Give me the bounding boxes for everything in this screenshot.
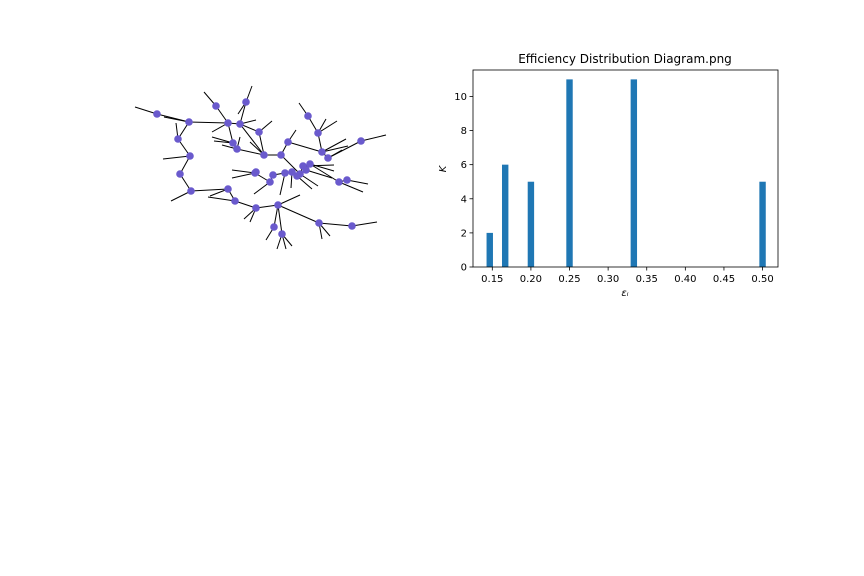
bar (566, 79, 573, 267)
network-node (335, 178, 343, 186)
network-graph (134, 85, 387, 250)
network-edge (277, 204, 283, 235)
network-node (252, 168, 260, 176)
network-edge (207, 196, 236, 202)
network-node (277, 151, 285, 159)
network-edge (280, 154, 301, 175)
network-edge (190, 188, 229, 192)
network-edge (321, 138, 347, 153)
y-tick-label: 0 (461, 263, 467, 274)
x-axis-ticks: 0.15 0.20 0.25 0.30 0.35 0.40 0.45 0.50 (481, 267, 774, 285)
network-node (185, 118, 193, 126)
network-edge (236, 148, 265, 156)
y-tick-label: 6 (461, 160, 467, 171)
y-tick-label: 2 (461, 228, 467, 239)
network-node (314, 129, 322, 137)
y-axis-label: K (438, 164, 449, 172)
y-axis-ticks: 0 2 4 6 8 10 (454, 92, 473, 274)
network-node (231, 197, 239, 205)
x-tick-label: 0.15 (481, 274, 503, 285)
network-node (278, 230, 286, 238)
bar (527, 181, 535, 267)
network-edge (338, 181, 364, 193)
network-edge (305, 169, 333, 179)
network-edge (162, 155, 191, 160)
network-node (224, 185, 232, 193)
network-node (186, 152, 194, 160)
network-edge (258, 131, 265, 156)
network-edge (188, 121, 229, 124)
network-node (343, 176, 351, 184)
bar-chart: Efficiency Distribution Diagram.png 0.15… (438, 52, 779, 299)
network-node (357, 137, 365, 145)
plot-frame (472, 69, 779, 268)
x-tick-label: 0.35 (636, 274, 658, 285)
bar (486, 232, 493, 267)
network-edge (231, 169, 256, 174)
x-tick-label: 0.25 (558, 274, 580, 285)
y-tick-label: 4 (461, 194, 467, 205)
network-edge (277, 194, 301, 206)
x-tick-label: 0.40 (674, 274, 696, 285)
network-node (176, 170, 184, 178)
network-node (255, 128, 263, 136)
network-edge (309, 163, 335, 172)
network-edge (309, 163, 340, 183)
network-node (252, 204, 260, 212)
x-axis-label: εᵢ (621, 288, 628, 299)
network-node (153, 110, 161, 118)
network-node (348, 222, 356, 230)
y-tick-label: 8 (461, 126, 467, 137)
network-edge (318, 222, 353, 227)
network-node (304, 112, 312, 120)
x-tick-label: 0.45 (713, 274, 735, 285)
network-node (284, 138, 292, 146)
network-node (281, 169, 289, 177)
network-node (270, 223, 278, 231)
bars (486, 79, 766, 267)
network-node (306, 160, 314, 168)
network-node (274, 201, 282, 209)
network-node (318, 148, 326, 156)
bar (501, 164, 509, 267)
network-node (269, 171, 277, 179)
network-node (324, 154, 332, 162)
bar (630, 79, 638, 267)
network-node (229, 139, 237, 147)
network-node (233, 145, 241, 153)
network-node (315, 219, 323, 227)
network-edge (360, 134, 387, 142)
y-tick-label: 10 (454, 92, 467, 103)
network-edge (277, 204, 320, 224)
x-tick-label: 0.30 (597, 274, 619, 285)
network-node (187, 187, 195, 195)
network-node (174, 135, 182, 143)
network-edge (134, 106, 158, 115)
network-node (302, 166, 310, 174)
network-edge (321, 145, 349, 153)
network-node (296, 170, 304, 178)
network-node (242, 98, 250, 106)
x-tick-label: 0.50 (751, 274, 773, 285)
network-node (236, 120, 244, 128)
chart-title: Efficiency Distribution Diagram.png (518, 52, 732, 66)
network-node (212, 102, 220, 110)
network-node (266, 178, 274, 186)
network-edge (239, 101, 247, 125)
network-edge (163, 116, 190, 123)
x-tick-label: 0.20 (520, 274, 542, 285)
network-edge (351, 221, 378, 227)
network-edge (287, 141, 323, 153)
network-node (260, 151, 268, 159)
network-edge (239, 123, 265, 156)
network-nodes (153, 98, 365, 238)
network-node (224, 119, 232, 127)
network-edge (231, 172, 256, 179)
bar (759, 181, 766, 267)
